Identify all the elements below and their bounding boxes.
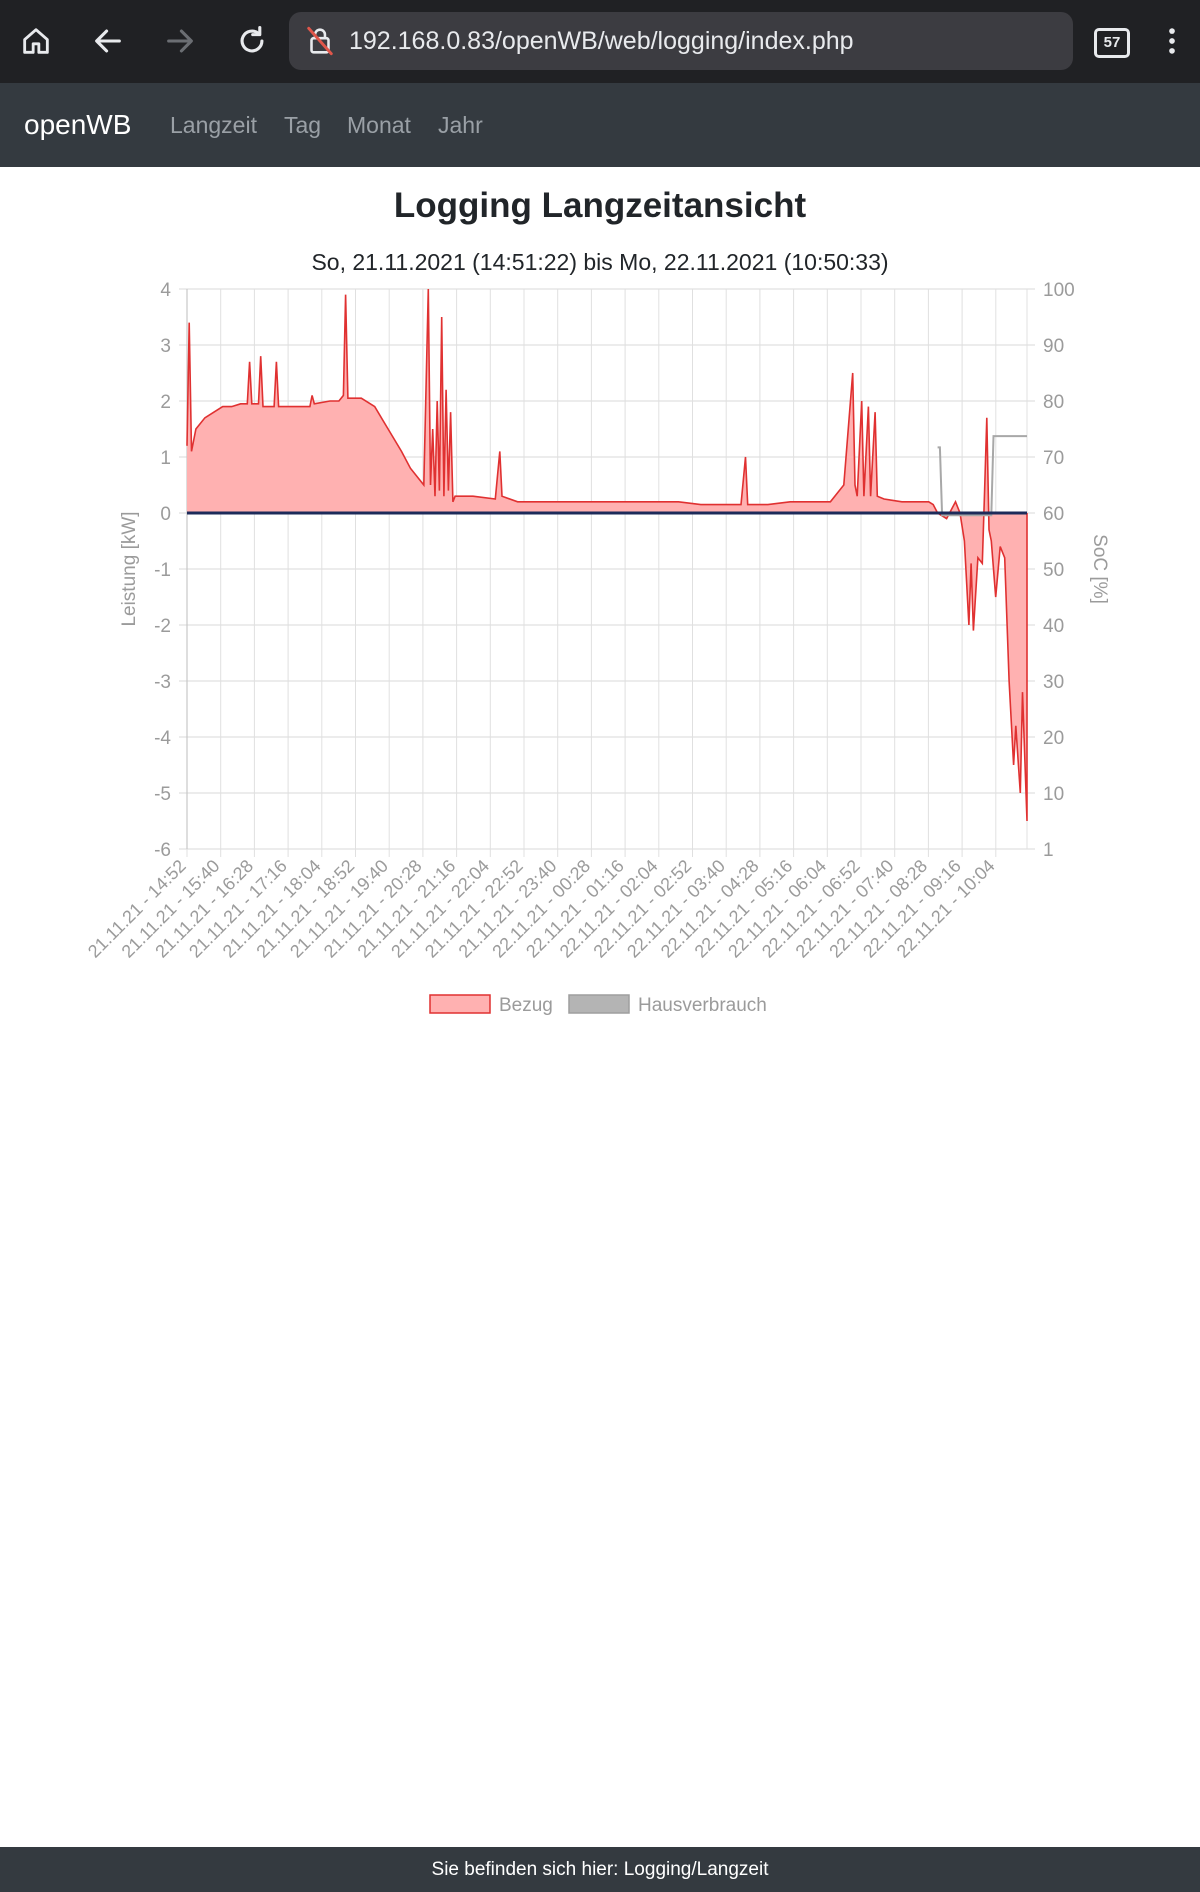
address-bar[interactable]: 192.168.0.83/openWB/web/logging/index.ph… [289,12,1073,70]
y-tick-label: 0 [160,504,171,525]
brand-link[interactable]: openWB [24,109,132,140]
y2-tick-label: 1 [1043,840,1054,861]
legend-swatch-bezug [429,994,491,1014]
site-navbar: openWB Langzeit Tag Monat Jahr [0,83,1200,167]
y2-tick-label: 10 [1043,784,1064,805]
tab-switcher-icon[interactable]: 57 [1094,28,1130,58]
y2-tick-label: 80 [1043,392,1064,413]
page-title: Logging Langzeitansicht [393,186,807,225]
nav-link-tag[interactable]: Tag [284,112,322,138]
y2-tick-label: 70 [1043,448,1064,469]
y-tick-label: -1 [154,560,171,581]
y-tick-label: 4 [160,280,171,301]
more-vert-icon[interactable] [1148,17,1196,65]
y2-tick-label: 90 [1043,336,1064,357]
y-tick-label: -4 [154,728,171,749]
y-axis-title: Leistung [kW] [119,511,140,626]
logging-chart: So, 21.11.2021 (14:51:22) bis Mo, 22.11.… [84,249,1110,1016]
legend-label-hausverbrauch: Hausverbrauch [638,995,767,1016]
nav-link-jahr[interactable]: Jahr [438,112,483,138]
y2-tick-label: 20 [1043,728,1064,749]
y-tick-label: 2 [160,392,171,413]
back-arrow-icon[interactable] [84,17,132,65]
y2-tick-label: 40 [1043,616,1064,637]
y-tick-label: -2 [154,616,171,637]
forward-arrow-icon[interactable] [156,17,204,65]
legend-swatch-hausverbrauch [568,994,630,1014]
bezug-area [187,289,1027,821]
y2-axis-title: SoC [%] [1089,534,1110,604]
legend-label-bezug: Bezug [499,995,553,1016]
bezug-line [186,288,1028,822]
y2-tick-label: 100 [1043,280,1075,301]
y-tick-label: -3 [154,672,171,693]
nav-link-monat[interactable]: Monat [347,112,411,138]
footer-breadcrumb: Sie befinden sich hier: Logging/Langzeit [0,1847,1200,1892]
not-secure-icon[interactable] [303,24,337,58]
y2-tick-label: 50 [1043,560,1064,581]
home-icon[interactable] [12,17,60,65]
y2-tick-label: 30 [1043,672,1064,693]
y2-tick-label: 60 [1043,504,1064,525]
nav-link-langzeit[interactable]: Langzeit [170,112,257,138]
hausverbrauch-line [937,435,1027,517]
chart-subtitle: So, 21.11.2021 (14:51:22) bis Mo, 22.11.… [311,249,888,275]
y-tick-label: 1 [160,448,171,469]
reload-icon[interactable] [228,17,276,65]
url-text[interactable]: 192.168.0.83/openWB/web/logging/index.ph… [349,27,854,55]
y-tick-label: 3 [160,336,171,357]
browser-toolbar: 192.168.0.83/openWB/web/logging/index.ph… [0,0,1200,83]
y-tick-label: -5 [154,784,171,805]
y-tick-label: -6 [154,840,171,861]
